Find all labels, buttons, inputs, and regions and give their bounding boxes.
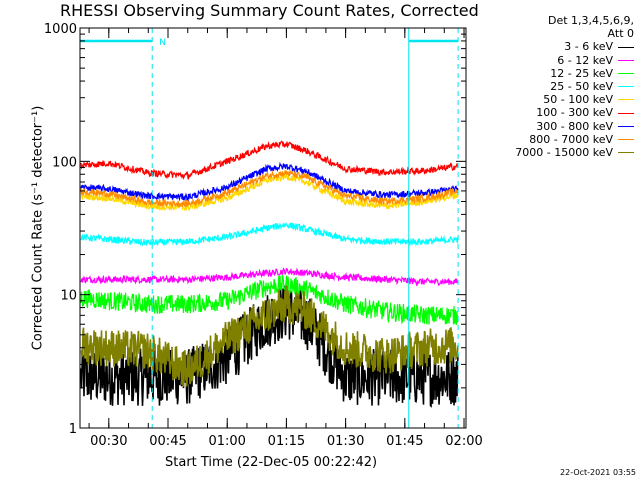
series-line-6 [80,140,459,180]
legend-swatch-3 [618,72,634,74]
y-tick-label-1: 1 [69,422,77,437]
x-tick-label-2: 00:45 [149,434,186,449]
legend-swatch-4 [618,86,634,88]
legend-entry-8: 800 - 7000 keV [515,133,634,146]
plot-frame [79,27,467,429]
x-tick-label-1: 00:30 [90,434,127,449]
y-tick-label-3: 100 [52,155,77,170]
legend-entry-2: 6 - 12 keV [515,54,634,67]
series-line-5 [80,171,459,212]
x-tick-label-5: 01:30 [327,434,364,449]
y-tick-label-4: 1000 [44,22,77,37]
legend-label-8: 800 - 7000 keV [529,132,613,146]
legend-label-9: 7000 - 15000 keV [515,146,613,160]
legend-entry-3: 12 - 25 keV [515,67,634,80]
night-annotation: N [159,38,166,48]
series-line-3 [80,274,459,325]
legend-entry-7: 300 - 800 keV [515,120,634,133]
series-line-9 [80,285,459,387]
series-line-2 [80,267,459,287]
legend-swatch-5 [618,99,634,101]
legend-swatch-1 [618,46,634,48]
generation-timestamp: 22-Oct-2021 03:55 [560,468,636,477]
legend-label-2: 6 - 12 keV [557,53,613,67]
legend-label-1: 3 - 6 keV [564,40,613,54]
legend-entry-6: 100 - 300 keV [515,106,634,119]
legend-entry-1: 3 - 6 keV [515,40,634,53]
legend-swatch-9 [618,152,634,154]
legend-label-6: 100 - 300 keV [536,106,613,120]
legend-swatch-8 [618,138,634,140]
legend-swatch-2 [618,59,634,61]
legend-swatch-6 [618,112,634,114]
legend-header-attenuator: Att 0 [607,27,634,41]
y-axis-label: Corrected Count Rate (s⁻¹ detector⁻¹) [30,105,46,351]
legend: Det 1,3,4,5,6,9, Att 0 3 - 6 keV 6 - 12 k… [515,14,634,159]
series-line-7 [80,161,459,202]
x-tick-label-3: 01:00 [208,434,245,449]
x-tick-label-4: 01:15 [268,434,305,449]
x-tick-label-6: 01:45 [386,434,423,449]
legend-label-5: 50 - 100 keV [543,93,613,107]
legend-header-detectors: Det 1,3,4,5,6,9, [547,14,634,27]
series-line-8 [80,169,459,208]
legend-label-4: 25 - 50 keV [550,80,613,94]
series-line-4 [80,221,459,247]
legend-swatch-7 [618,125,634,127]
legend-entry-4: 25 - 50 keV [515,80,634,93]
legend-entry-5: 50 - 100 keV [515,93,634,106]
legend-entry-9: 7000 - 15000 keV [515,146,634,159]
x-axis-label: Start Time (22-Dec-05 00:22:42) [165,455,378,470]
legend-label-7: 300 - 800 keV [536,119,613,133]
legend-label-3: 12 - 25 keV [550,66,613,80]
chart-title: RHESSI Observing Summary Count Rates, Co… [60,1,479,20]
x-tick-label-7: 02:00 [445,434,482,449]
y-tick-label-2: 10 [60,289,77,304]
